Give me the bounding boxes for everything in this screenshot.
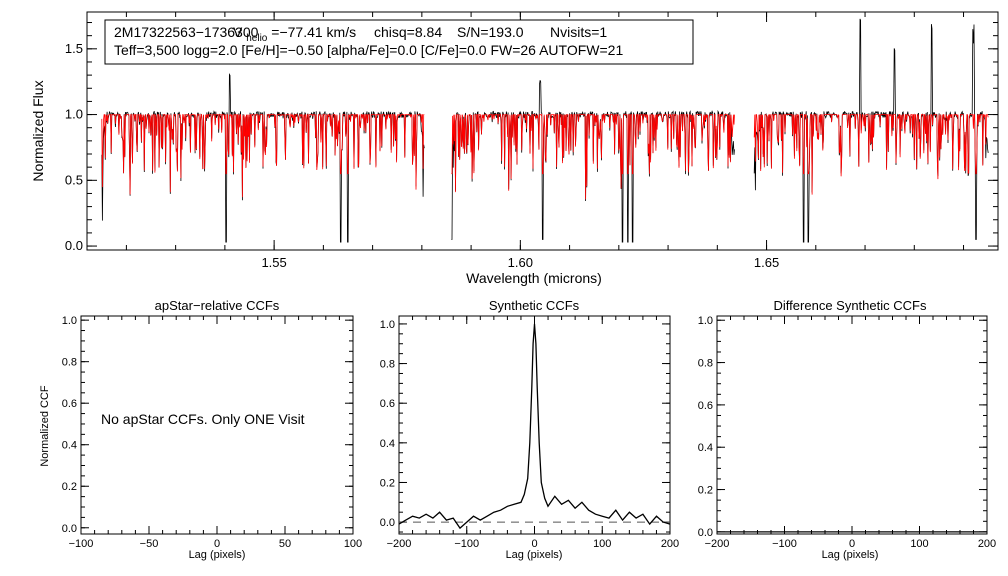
difference-ccf-frame [716,315,988,535]
spectrum-info-box: 2M17322563−1736300 V helio =−77.41 km/s … [104,19,694,65]
spectrum-frame [86,11,999,251]
x-tick-label: 0 [531,538,537,550]
apstar-ccf-ticks: −100 −50 0 50 100 0.0 0.2 0.4 0.6 0.8 1.0 [62,315,362,550]
spectrum-xlabel: Wavelength (microns) [466,270,602,286]
y-tick-label: 0.2 [62,481,77,493]
y-tick-label: 1.5 [65,41,83,56]
y-tick-label: 1.0 [380,319,395,331]
x-tick-label: −100 [454,538,479,550]
y-tick-label: 0.4 [62,440,77,452]
synthetic-ccf-title: Synthetic CCFs [489,298,580,313]
apstar-ccf-ylabel: Normalized CCF [39,385,51,467]
y-tick-label: 0.0 [62,523,77,535]
x-tick-label: 50 [279,538,291,550]
y-tick-label: 0.8 [380,359,395,371]
synthetic-ccf-panel: Synthetic CCFs −200 −100 0 100 200 0.0 0.2 0.4 0… [380,298,679,561]
y-tick-label: 0.0 [380,517,395,529]
x-tick-label: −50 [140,538,159,550]
info-sn: S/N=193.0 [457,24,524,40]
spectrum-ticks: 1.55 1.60 1.65 0.0 0.5 1.0 1.5 [65,12,998,270]
y-tick-label: 1.0 [698,315,713,327]
y-tick-label: 0.4 [380,438,395,450]
y-tick-label: 0.6 [698,400,713,412]
difference-ccf-ticks: −200 −100 0 100 200 0.0 0.2 0.4 0.6 0.8 1.0 [698,315,996,550]
x-tick-label: −100 [69,538,94,550]
x-tick-label: 0 [214,538,220,550]
y-tick-label: 1.0 [62,315,77,327]
difference-ccf-panel: Difference Synthetic CCFs −200 −100 0 100 20… [698,298,996,561]
y-tick-label: 0.0 [65,238,83,253]
synthetic-spectrum-line [101,113,989,200]
x-tick-label: 100 [344,538,362,550]
info-line-1: 2M17322563−1736300 V helio =−77.41 km/s … [114,24,607,44]
y-tick-label: 0.8 [62,357,77,369]
x-tick-label: 100 [593,538,611,550]
synthetic-ccf-xlabel: Lag (pixels) [506,549,563,561]
apstar-ccf-xlabel: Lag (pixels) [189,549,246,561]
x-tick-label: −100 [772,538,797,550]
x-tick-label: 0 [849,538,855,550]
x-tick-label: −200 [387,538,412,550]
info-vhelio-sub: helio [246,33,268,44]
info-vhelio-value: =−77.41 km/s [271,24,356,40]
y-tick-label: 0.6 [62,398,77,410]
x-tick-label: 200 [978,538,996,550]
x-tick-label: 1.55 [261,255,286,270]
info-star-id: 2M17322563−1736300 [114,24,259,40]
info-chisq: chisq=8.84 [374,24,442,40]
x-tick-label: 200 [661,538,679,550]
x-tick-label: 1.65 [754,255,779,270]
difference-ccf-title: Difference Synthetic CCFs [774,298,927,313]
x-tick-label: 100 [910,538,928,550]
y-tick-label: 0.2 [698,485,713,497]
y-tick-label: 0.2 [380,477,395,489]
x-tick-label: 1.60 [508,255,533,270]
info-nvisits: Nvisits=1 [550,24,607,40]
synthetic-ccf-line [398,323,671,530]
y-tick-label: 0.8 [698,358,713,370]
y-tick-label: 0.5 [65,172,83,187]
y-tick-label: 1.0 [65,107,83,122]
synthetic-ccf-ticks: −200 −100 0 100 200 0.0 0.2 0.4 0.6 0.8 1.0 [380,316,679,550]
spectrum-series-synthetic [101,113,989,200]
spectrum-panel: 1.55 1.60 1.65 0.0 0.5 1.0 1.5 2M17322563−1736… [30,11,999,286]
info-vhelio-prefix: V [233,24,243,40]
difference-ccf-xlabel: Lag (pixels) [822,549,879,561]
y-tick-label: 0.4 [698,442,713,454]
apstar-ccf-title: apStar−relative CCFs [155,298,280,313]
info-line-2: Teff=3,500 logg=2.0 [Fe/H]=−0.50 [alpha/… [114,42,623,58]
info-box-frame [104,19,694,65]
synthetic-ccf-frame [398,315,671,535]
x-tick-label: −200 [705,538,730,550]
y-tick-label: 0.6 [380,398,395,410]
apstar-ccf-annotation: No apStar CCFs. Only ONE Visit [101,411,305,427]
y-tick-label: 0.0 [698,527,713,539]
spectrum-ylabel: Normalized Flux [30,80,46,181]
apstar-ccf-panel: apStar−relative CCFs −100 −50 0 50 100 0.0 0.2… [39,298,362,561]
